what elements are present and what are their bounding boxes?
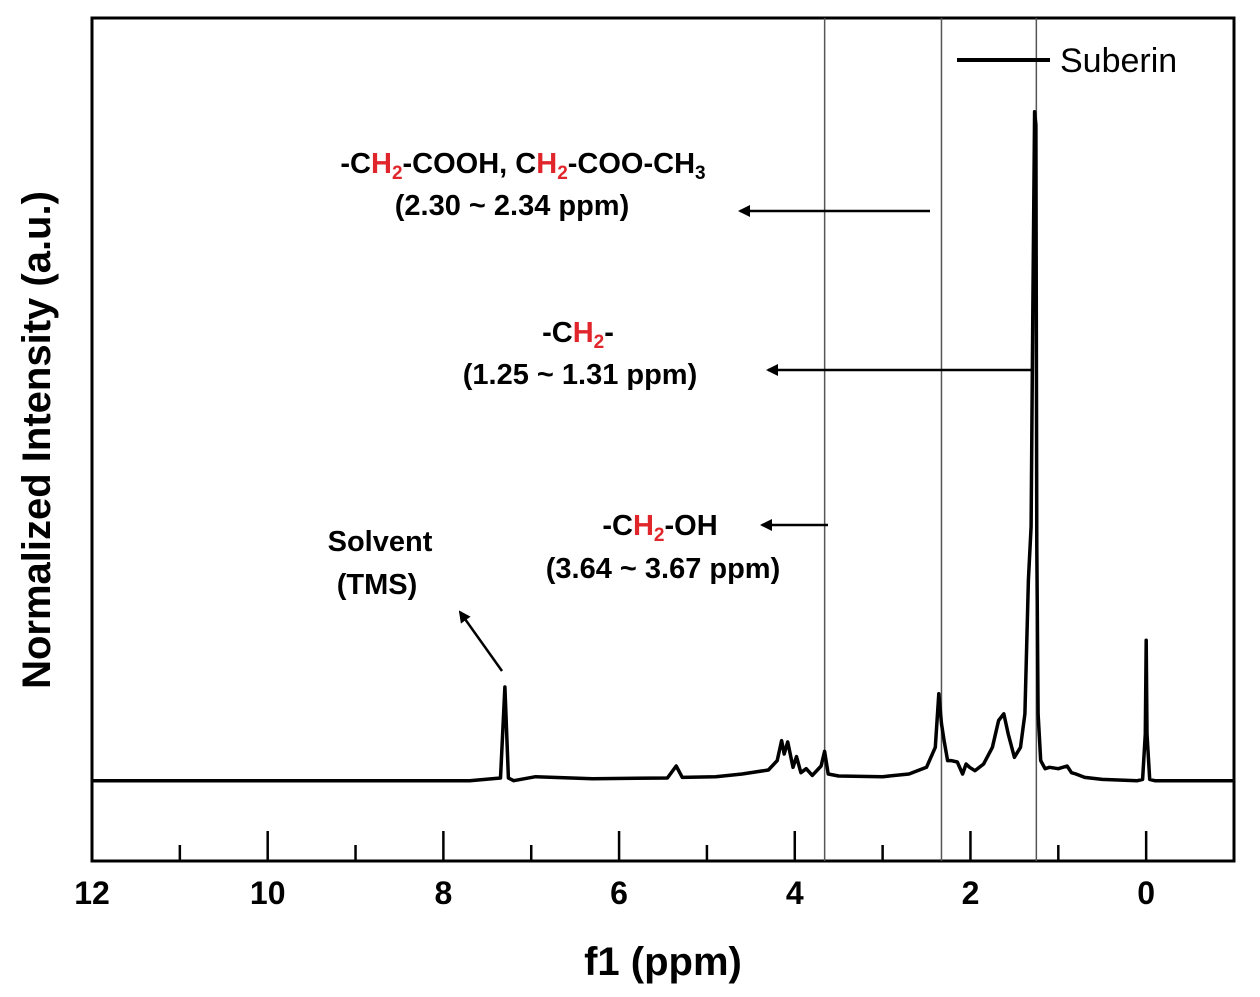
x-axis-label: f1 (ppm) [584,940,742,984]
annotation-solvent: Solvent (TMS) [328,526,504,672]
x-tick-label: 10 [250,875,286,911]
annotation-ch2-cooh: -CH2-COOH, CH2-COO-CH3 (2.30 ~ 2.34 ppm) [340,148,930,222]
x-tick-label: 2 [962,875,980,911]
annotation-ch2-oh-line1: -CH2-OH [602,510,717,546]
legend: Suberin [957,42,1177,80]
legend-label: Suberin [1060,42,1177,80]
series-line-suberin [92,109,1234,783]
x-tick-label: 0 [1137,875,1155,911]
reference-lines [823,18,1038,861]
x-axis-tick-labels: 12 10 8 6 4 2 0 [74,875,1155,911]
annotation-ch2-oh-line2: (3.64 ~ 3.67 ppm) [546,553,781,585]
x-tick-label: 12 [74,875,110,911]
x-axis-ticks [90,831,1148,861]
annotation-ch2-line1: -CH2- [542,317,614,353]
x-tick-label: 6 [610,875,628,911]
annotation-ch2-cooh-line2: (2.30 ~ 2.34 ppm) [395,190,630,222]
annotation-solvent-line2: (TMS) [337,569,418,601]
annotation-solvent-arrow [458,610,504,672]
annotation-solvent-line1: Solvent [328,526,433,558]
annotation-ch2-oh: -CH2-OH (3.64 ~ 3.67 ppm) [546,510,828,585]
annotation-ch2: -CH2- (1.25 ~ 1.31 ppm) [463,317,1033,391]
x-tick-label: 8 [434,875,452,911]
x-tick-label: 4 [786,875,804,911]
annotation-ch2-line2: (1.25 ~ 1.31 ppm) [463,359,698,391]
plot-frame [90,16,1236,863]
annotation-ch2-cooh-line1: -CH2-COOH, CH2-COO-CH3 [340,148,705,184]
y-axis-label: Normalized Intensity (a.u.) [15,191,59,689]
